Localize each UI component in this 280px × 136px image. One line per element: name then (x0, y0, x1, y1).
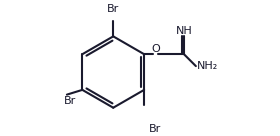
Text: Br: Br (64, 96, 76, 106)
Text: NH: NH (176, 26, 193, 36)
Text: O: O (151, 44, 160, 54)
Text: NH₂: NH₂ (197, 61, 218, 71)
Text: Br: Br (149, 124, 162, 134)
Text: Br: Br (107, 4, 119, 14)
